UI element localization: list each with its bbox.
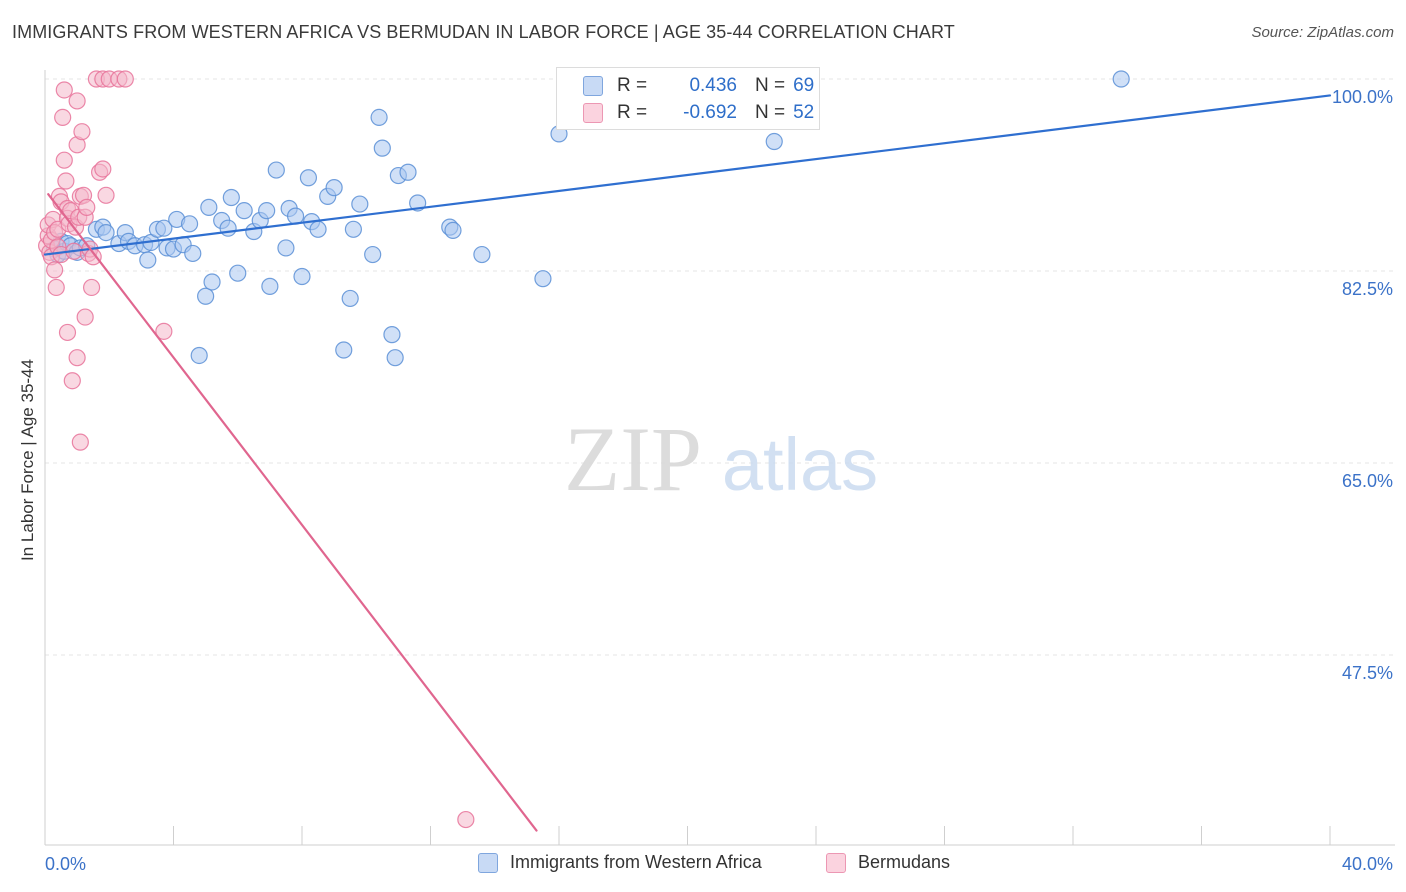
trend-line-western-africa <box>43 94 1332 256</box>
stats-row-western-africa: R = 0.436 N = 69 <box>557 73 814 99</box>
y-tick-label: 65.0% <box>1342 471 1393 491</box>
y-tick-label: 100.0% <box>1332 87 1393 107</box>
point-bermudans <box>94 160 112 178</box>
point-bermudans <box>97 186 115 204</box>
point-western-africa <box>1112 70 1130 88</box>
point-western-africa <box>203 273 221 291</box>
point-western-africa <box>261 277 279 295</box>
point-western-africa <box>335 341 353 359</box>
point-western-africa <box>197 287 215 305</box>
point-bermudans <box>54 108 72 127</box>
point-western-africa <box>534 270 552 288</box>
trend-line-bermudans <box>47 193 538 832</box>
point-western-africa <box>765 132 783 151</box>
point-western-africa <box>258 202 276 220</box>
chart-source: Source: ZipAtlas.com <box>1251 24 1394 41</box>
watermark-atlas: atlas <box>722 423 878 506</box>
point-bermudans <box>57 172 75 190</box>
legend-swatch-western-africa <box>478 852 498 873</box>
point-western-africa <box>190 346 208 365</box>
y-tick-label: 82.5% <box>1342 279 1393 299</box>
point-western-africa <box>267 161 285 179</box>
point-bermudans <box>73 123 91 141</box>
point-western-africa <box>444 221 462 240</box>
point-bermudans <box>68 92 86 110</box>
point-bermudans <box>457 810 475 829</box>
stats-r-label: R = <box>617 102 648 123</box>
point-western-africa <box>299 169 318 187</box>
legend-item-western-africa[interactable]: Immigrants from Western Africa <box>478 852 762 873</box>
point-western-africa <box>341 289 359 308</box>
point-western-africa <box>386 349 404 367</box>
point-bermudans <box>116 70 134 88</box>
legend-label-bermudans: Bermudans <box>858 852 951 872</box>
series-bermudans <box>38 70 475 829</box>
point-western-africa <box>235 202 253 220</box>
point-bermudans <box>55 81 73 99</box>
point-bermudans <box>47 278 65 297</box>
point-western-africa <box>200 198 218 216</box>
y-tick-label: 47.5% <box>1342 663 1393 683</box>
legend-swatch-bermudans <box>826 852 846 873</box>
legend: Immigrants from Western Africa Bermudans <box>0 850 1406 880</box>
point-bermudans <box>46 261 64 279</box>
point-western-africa <box>222 188 240 207</box>
point-western-africa <box>219 219 237 237</box>
point-bermudans <box>82 278 101 297</box>
point-bermudans <box>68 349 86 367</box>
stats-box: R = 0.436 N = 69 R = -0.692 N = 52 <box>556 67 820 130</box>
point-western-africa <box>370 108 388 127</box>
stats-r-value: -0.692 <box>683 102 737 123</box>
point-western-africa <box>184 244 202 263</box>
point-western-africa <box>344 220 362 238</box>
point-western-africa <box>309 220 327 238</box>
x-tick-label: 0.0% <box>45 854 86 874</box>
stats-r-label: R = <box>617 75 648 96</box>
point-western-africa <box>373 139 391 157</box>
point-western-africa <box>293 267 311 286</box>
stats-n-label: N = <box>755 75 786 96</box>
stats-row-bermudans: R = -0.692 N = 52 <box>557 100 814 126</box>
point-bermudans <box>58 323 77 342</box>
stats-r-value: 0.436 <box>689 75 737 96</box>
grid <box>45 78 1395 656</box>
point-western-africa <box>325 179 343 197</box>
trend-lines <box>43 94 1332 832</box>
point-bermudans <box>78 198 96 216</box>
point-western-africa <box>139 251 157 269</box>
watermark: ZIP atlas <box>564 408 878 510</box>
chart-title: IMMIGRANTS FROM WESTERN AFRICA VS BERMUD… <box>12 22 955 42</box>
watermark-zip: ZIP <box>564 408 702 510</box>
point-western-africa <box>97 224 115 242</box>
point-western-africa <box>399 163 417 181</box>
legend-item-bermudans[interactable]: Bermudans <box>826 852 950 873</box>
point-western-africa <box>180 215 199 233</box>
points <box>38 70 1130 829</box>
point-western-africa <box>351 195 369 213</box>
point-western-africa <box>364 245 382 264</box>
tick-labels: 100.0% 82.5% 65.0% 47.5% 0.0% 40.0% <box>45 87 1393 874</box>
point-bermudans <box>76 308 94 326</box>
stats-n-value: 69 <box>793 75 815 96</box>
stats-n-label: N = <box>755 102 786 123</box>
x-tick-label: 40.0% <box>1342 854 1393 874</box>
point-western-africa <box>229 264 247 282</box>
axes <box>44 70 1395 846</box>
point-bermudans <box>55 151 73 169</box>
point-western-africa <box>277 239 295 257</box>
stats-swatch-bermudans <box>583 103 603 123</box>
point-bermudans <box>71 433 89 451</box>
point-western-africa <box>155 219 173 237</box>
legend-label-western-africa: Immigrants from Western Africa <box>510 852 762 872</box>
point-western-africa <box>473 245 491 264</box>
point-bermudans <box>63 372 81 390</box>
stats-n-value: 52 <box>793 102 815 123</box>
point-western-africa <box>383 326 401 344</box>
stats-swatch-western-africa <box>583 76 603 96</box>
point-bermudans <box>155 322 173 340</box>
